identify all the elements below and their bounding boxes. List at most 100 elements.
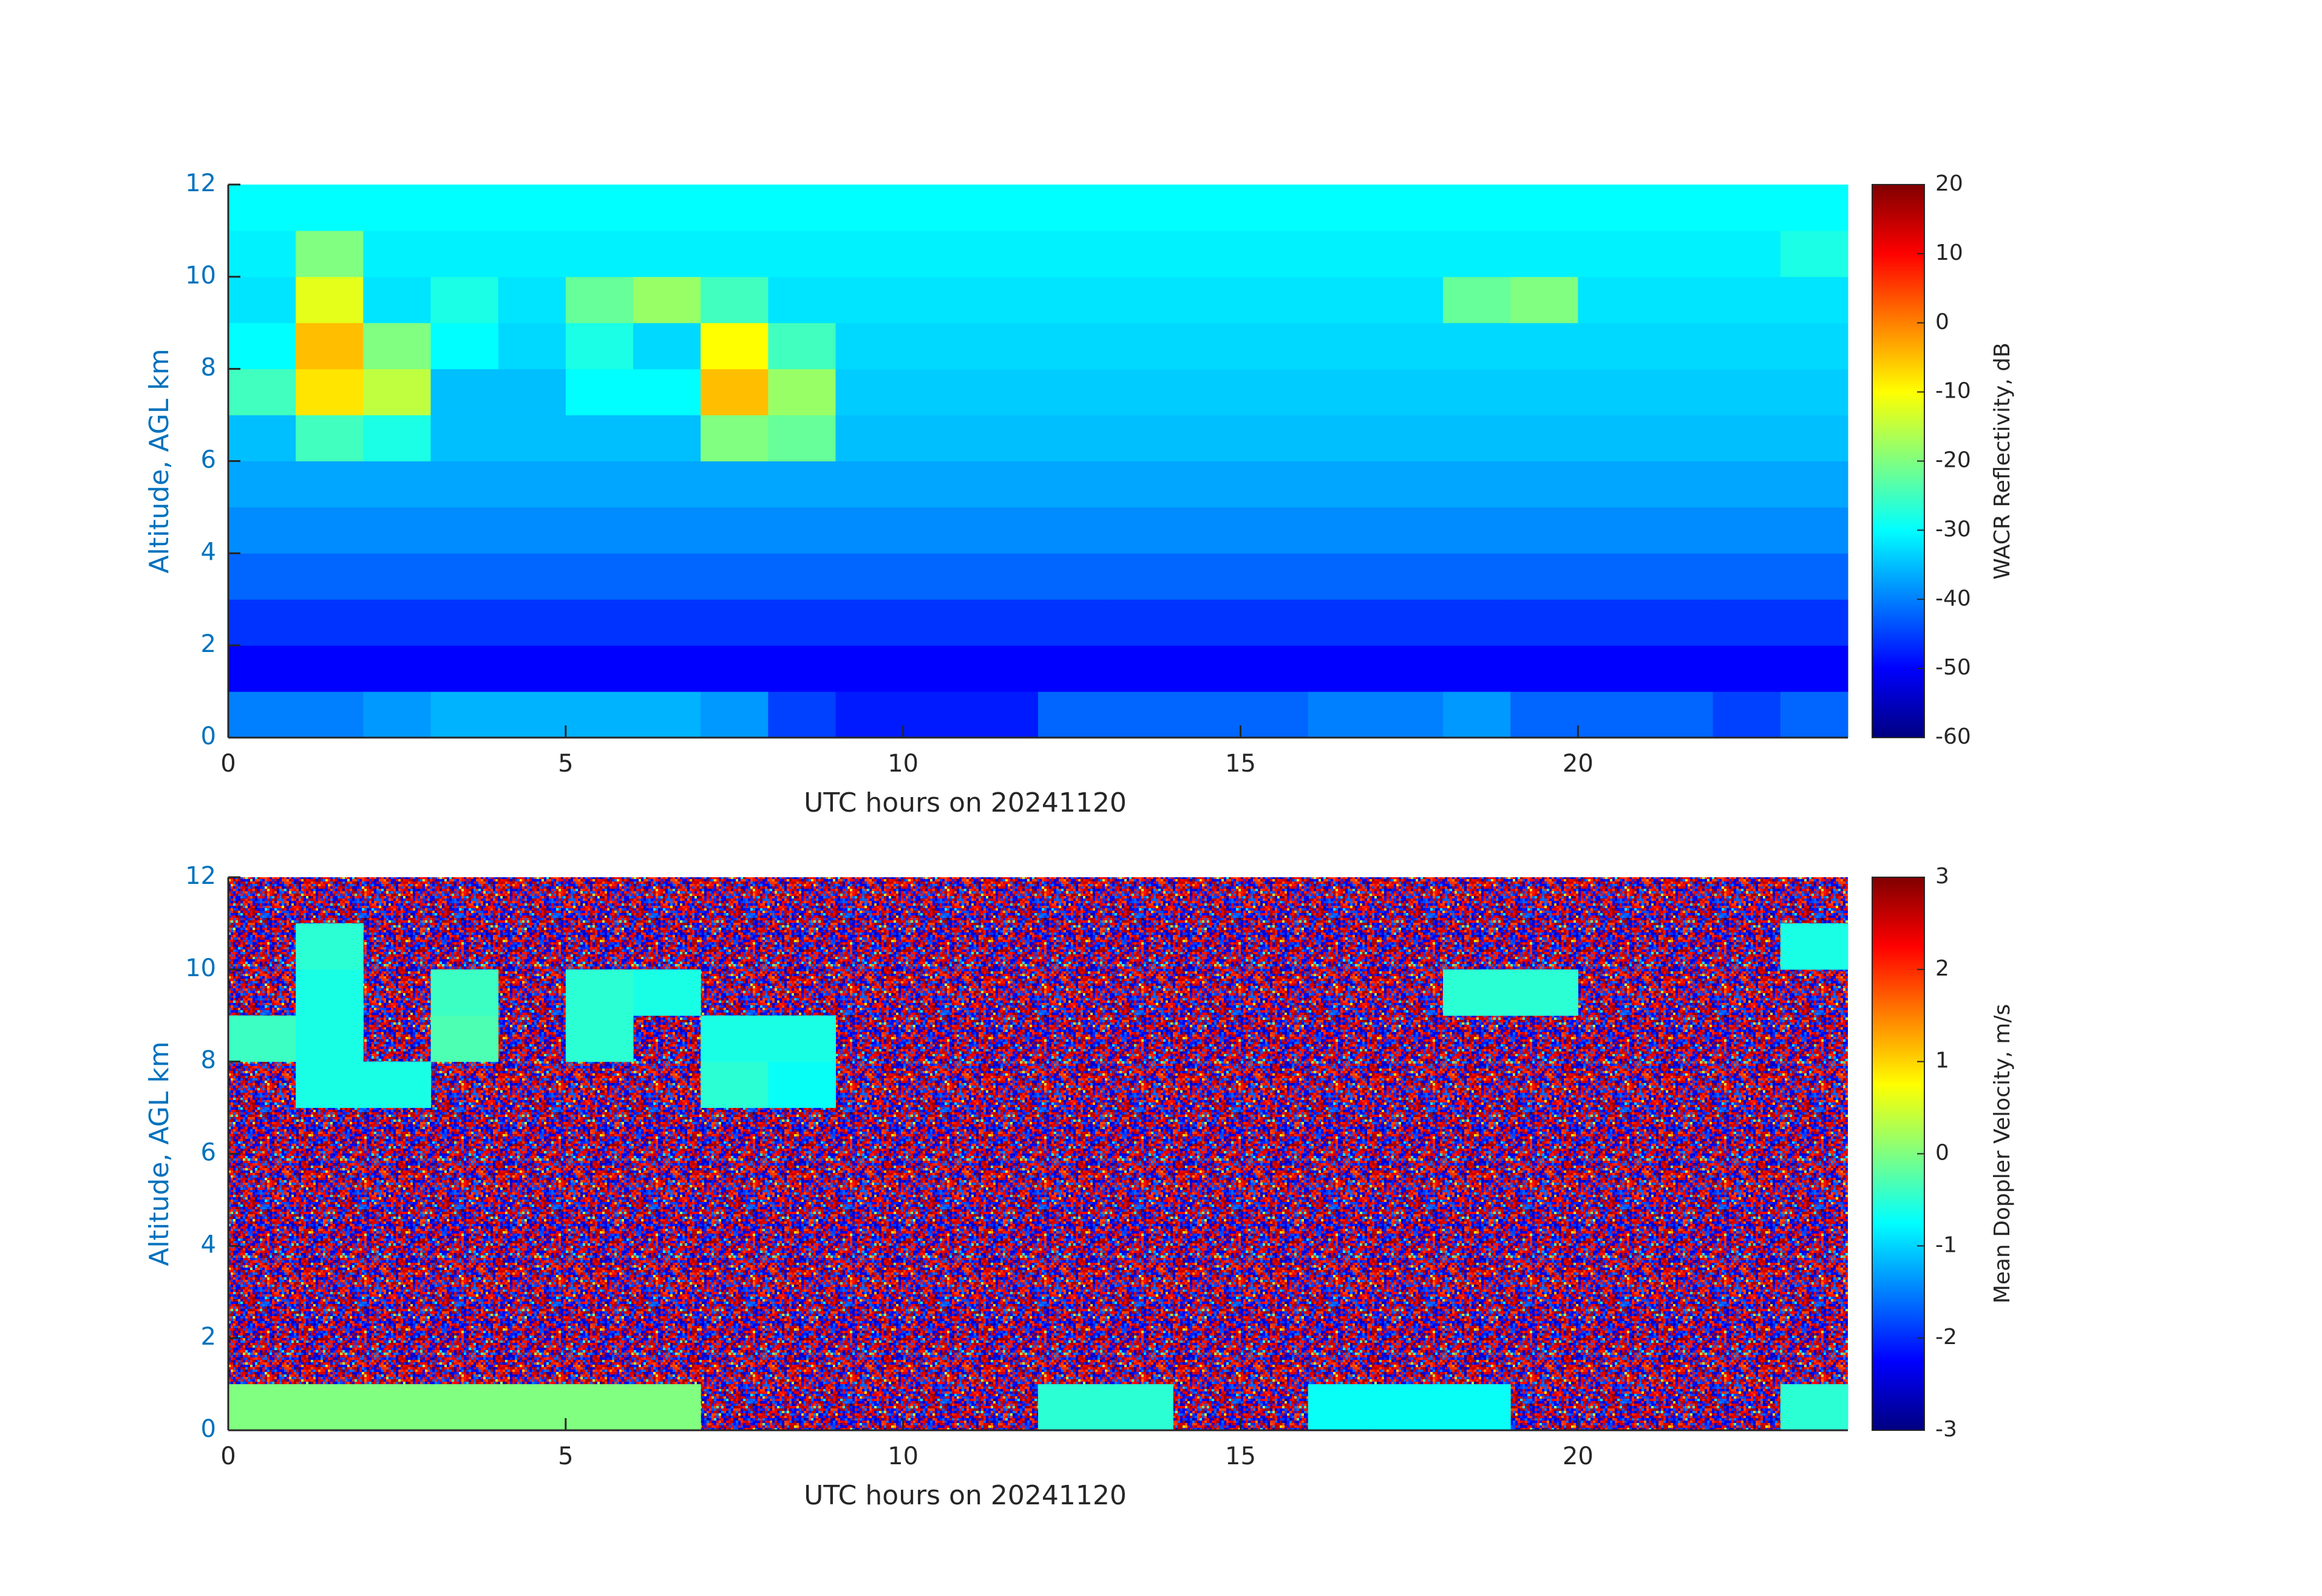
heatmap-cell [565, 230, 634, 277]
heatmap-cell [970, 185, 1039, 231]
heatmap-cell [1308, 691, 1376, 738]
heatmap-cell [1443, 553, 1511, 600]
heatmap-cell [701, 645, 769, 692]
heatmap-cell [835, 461, 904, 508]
heatmap-cell [296, 691, 364, 738]
heatmap-cell [1240, 599, 1309, 646]
heatmap-cell [228, 1384, 296, 1431]
heatmap-cell [633, 185, 701, 231]
heatmap-cell [296, 461, 364, 508]
heatmap-cell [1038, 322, 1106, 370]
heatmap-cell [1240, 461, 1309, 508]
heatmap-cell [1510, 185, 1578, 231]
heatmap-cell [1173, 461, 1241, 508]
heatmap-cell [835, 507, 904, 554]
heatmap-cell [565, 599, 634, 646]
heatmap-cell [768, 507, 836, 554]
heatmap-cell [430, 553, 499, 600]
heatmap-cell [903, 599, 971, 646]
heatmap-cell [1780, 461, 1848, 508]
colorbar-tick-label: 3 [1935, 864, 1949, 889]
heatmap-cell [970, 553, 1039, 600]
heatmap-cell [565, 969, 634, 1016]
heatmap-cell [363, 507, 431, 554]
heatmap-cell [1240, 230, 1309, 277]
heatmap-cell [1038, 599, 1106, 646]
heatmap-cell [768, 230, 836, 277]
heatmap-cell [1038, 230, 1106, 277]
heatmap-cell [228, 1015, 296, 1062]
heatmap-cell [1173, 185, 1241, 231]
heatmap-cell [1038, 415, 1106, 461]
heatmap-cell [1645, 185, 1714, 231]
heatmap-cell [1510, 691, 1578, 738]
heatmap-cell [296, 507, 364, 554]
heatmap-cell [1240, 553, 1309, 600]
heatmap-cell [1645, 461, 1714, 508]
heatmap-cell [228, 691, 296, 738]
heatmap-cell [1038, 276, 1106, 324]
heatmap-cell [296, 185, 364, 231]
heatmap-cell [1443, 645, 1511, 692]
colorbar-tick-label: -60 [1935, 724, 1971, 749]
heatmap-cell [768, 691, 836, 738]
heatmap-cell [498, 415, 566, 461]
heatmap-cell [1443, 599, 1511, 646]
heatmap-cell [903, 507, 971, 554]
y-tick-label: 8 [201, 354, 216, 382]
colorbar-tick-label: 1 [1935, 1048, 1949, 1073]
heatmap-cell [701, 599, 769, 646]
heatmap-cell [1645, 230, 1714, 277]
heatmap-cell [228, 553, 296, 600]
heatmap-cell [1375, 185, 1444, 231]
heatmap-cell [1510, 230, 1578, 277]
heatmap-cell [1713, 645, 1781, 692]
heatmap-cell [903, 553, 971, 600]
heatmap-cell [1510, 553, 1578, 600]
heatmap-cell [430, 461, 499, 508]
x-tick-label: 15 [1225, 1442, 1256, 1470]
heatmap-cell [1510, 645, 1578, 692]
heatmap-cell [1038, 461, 1106, 508]
y-tick-label: 10 [185, 954, 216, 982]
heatmap-cell [296, 553, 364, 600]
heatmap-cell [768, 599, 836, 646]
heatmap-cell [430, 415, 499, 461]
colorbar-tick-label: 0 [1935, 310, 1949, 334]
heatmap-cell [1308, 322, 1376, 370]
heatmap-cell [1713, 553, 1781, 600]
heatmap-cell [498, 230, 566, 277]
heatmap-cell [1713, 507, 1781, 554]
colorbar-tick-label: -10 [1935, 379, 1971, 404]
heatmap-cell [970, 691, 1039, 738]
heatmap-cell [430, 230, 499, 277]
heatmap-cell [701, 553, 769, 600]
heatmap-cell [1038, 691, 1106, 738]
heatmap-cell [296, 923, 364, 970]
heatmap-cell [1375, 645, 1444, 692]
heatmap-cell [1105, 1384, 1173, 1431]
x-tick-label: 20 [1563, 750, 1594, 778]
heatmap-cell [296, 322, 364, 370]
heatmap-cell [1510, 969, 1578, 1016]
colorbar-label: Mean Doppler Velocity, m/s [1990, 1004, 2015, 1303]
heatmap-cell [1105, 507, 1173, 554]
heatmap-cell [498, 185, 566, 231]
heatmap-cell [1578, 461, 1646, 508]
heatmap-cell [1443, 969, 1511, 1016]
heatmap-cell [1375, 368, 1444, 416]
heatmap-cell [903, 415, 971, 461]
heatmap-cell [701, 185, 769, 231]
heatmap-cell [1105, 415, 1173, 461]
colorbar-tick-label: -1 [1935, 1232, 1957, 1257]
heatmap-cell [1375, 553, 1444, 600]
heatmap-cell [1645, 507, 1714, 554]
heatmap-cell [1443, 461, 1511, 508]
heatmap-cell [903, 276, 971, 324]
heatmap-cell [1308, 645, 1376, 692]
heatmap-cell [1375, 507, 1444, 554]
colorbar-tick-label: 0 [1935, 1141, 1949, 1166]
heatmap-cell [633, 368, 701, 416]
heatmap-cell [1780, 507, 1848, 554]
